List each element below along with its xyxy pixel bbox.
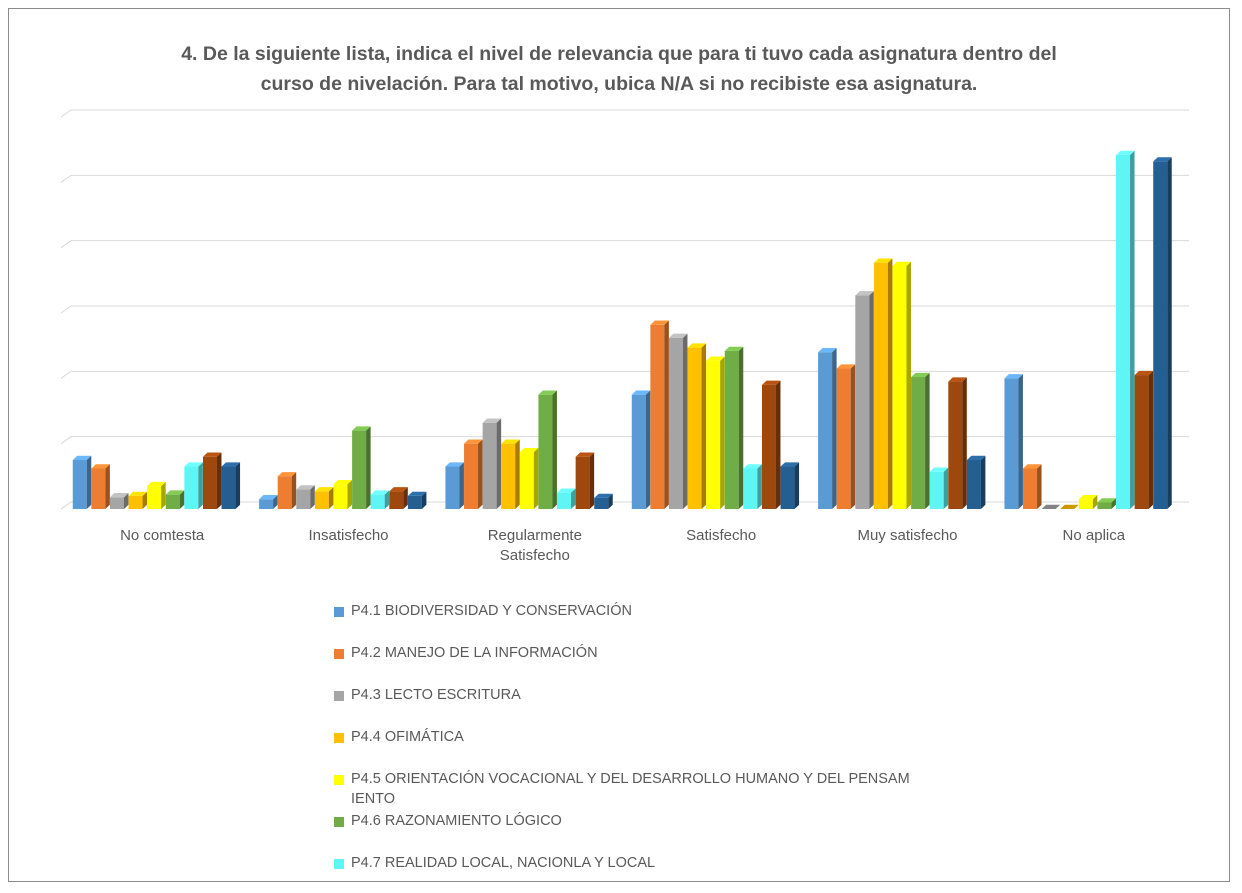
bar-2-4	[519, 447, 539, 509]
chart-title-line-1: 4. De la siguiente lista, indica el nive…	[181, 43, 1057, 65]
chart-frame: 4. De la siguiente lista, indica el nive…	[8, 8, 1230, 882]
bar-5-7	[1134, 370, 1154, 509]
bar-3-0	[631, 390, 651, 509]
gridline	[60, 501, 1189, 510]
bar-1-1	[277, 472, 297, 509]
bar-3-7	[761, 380, 781, 509]
bar-5-3	[1060, 504, 1079, 509]
legend-swatch	[334, 859, 344, 869]
bar-4-3	[873, 258, 893, 509]
bar-4-2	[855, 291, 874, 509]
bar-4-0	[818, 348, 837, 509]
bar-3-1	[650, 320, 669, 509]
x-tick-label-2: Regularmente Satisfecho	[488, 527, 582, 564]
bar-0-6	[184, 462, 203, 509]
gridline	[60, 174, 1189, 183]
gridline	[60, 240, 1189, 249]
gridline	[60, 436, 1189, 445]
bar-0-4	[147, 481, 166, 509]
bars	[72, 150, 1172, 510]
legend-swatch	[334, 817, 344, 827]
bar-2-8	[594, 493, 613, 509]
legend-swatch	[334, 691, 344, 701]
bar-1-5	[352, 426, 371, 509]
bar-0-5	[165, 490, 185, 509]
bar-5-5	[1097, 498, 1116, 509]
bar-2-6	[557, 488, 576, 509]
bar-1-2	[296, 485, 315, 509]
gridline	[60, 370, 1189, 379]
legend-item: P4.4 OFIMÁTICA	[334, 725, 954, 767]
bar-0-0	[72, 455, 92, 509]
bar-0-7	[202, 452, 222, 509]
legend-item: P4.5 ORIENTACIÓN VOCACIONAL Y DEL DESARR…	[334, 767, 954, 809]
legend-label: P4.1 BIODIVERSIDAD Y CONSERVACIÓN	[351, 603, 632, 619]
legend-swatch	[334, 733, 344, 743]
x-tick-label-1: Insatisfecho	[308, 527, 388, 544]
legend-item: P4.6 RAZONAMIENTO LÓGICO	[334, 809, 954, 851]
legend-label: P4.7 REALIDAD LOCAL, NACIONLA Y LOCAL	[351, 855, 656, 871]
bar-4-6	[929, 467, 949, 509]
x-tick-label-3: Satisfecho	[686, 527, 756, 544]
legend-label: P4.3 LECTO ESCRITURA	[351, 687, 521, 703]
bar-3-4	[706, 356, 725, 509]
bar-3-5	[724, 346, 744, 509]
legend-item: P4.7 REALIDAD LOCAL, NACIONLA Y LOCAL	[334, 851, 954, 893]
bar-1-4	[333, 479, 352, 509]
bar-2-7	[575, 452, 595, 509]
bar-4-1	[836, 364, 856, 509]
bar-5-1	[1023, 464, 1042, 509]
bar-5-4	[1078, 495, 1098, 509]
bar-2-5	[538, 390, 557, 509]
bar-0-8	[221, 462, 241, 509]
bar-2-0	[445, 462, 464, 509]
bar-chart-plot: No comtesta Insatisfecho Regularmente Satis…	[60, 109, 1189, 564]
bar-1-3	[314, 487, 334, 509]
bar-0-2	[109, 493, 129, 509]
bar-0-3	[128, 491, 148, 509]
bar-1-0	[259, 495, 278, 509]
chart-title: 4. De la siguiente lista, indica el nive…	[69, 39, 1169, 99]
gridlines	[60, 109, 1189, 510]
bar-1-6	[370, 490, 390, 509]
legend-item: P4.2 MANEJO DE LA INFORMACIÓN	[334, 641, 954, 683]
bar-2-1	[464, 439, 483, 509]
bar-5-8	[1153, 157, 1172, 509]
bar-2-2	[482, 418, 502, 509]
bar-2-3	[501, 439, 520, 509]
legend-label: P4.6 RAZONAMIENTO LÓGICO	[351, 813, 562, 829]
bar-5-0	[1004, 374, 1023, 509]
bar-4-7	[948, 377, 967, 509]
bar-5-2	[1041, 504, 1061, 509]
x-tick-label-5: No aplica	[1063, 527, 1126, 544]
bar-4-8	[966, 455, 986, 509]
legend-label: P4.5 ORIENTACIÓN VOCACIONAL Y DEL DESARR…	[351, 771, 910, 807]
legend-label: P4.2 MANEJO DE LA INFORMACIÓN	[351, 645, 598, 661]
legend-label: P4.4 OFIMÁTICA	[351, 729, 464, 745]
bar-4-4	[892, 261, 911, 509]
bar-0-1	[91, 464, 110, 509]
legend-swatch	[334, 649, 344, 659]
x-tick-label-4: Muy satisfecho	[857, 527, 957, 544]
legend-swatch	[334, 775, 344, 785]
x-tick-label-0: No comtesta	[120, 527, 205, 544]
gridline	[60, 109, 1189, 118]
gridline	[60, 305, 1189, 314]
bar-3-6	[743, 464, 762, 509]
x-axis-labels: No comtesta Insatisfecho Regularmente Satis…	[120, 527, 1126, 564]
bar-3-8	[780, 462, 800, 509]
bar-5-6	[1116, 150, 1135, 510]
bar-3-2	[668, 333, 688, 509]
bar-1-8	[407, 491, 427, 509]
legend: P4.1 BIODIVERSIDAD Y CONSERVACIÓN P4.2 MA…	[334, 599, 954, 893]
legend-item: P4.1 BIODIVERSIDAD Y CONSERVACIÓN	[334, 599, 954, 641]
chart-title-line-2: curso de nivelación. Para tal motivo, ub…	[260, 73, 978, 95]
bar-4-5	[911, 372, 930, 509]
bar-1-7	[389, 487, 408, 509]
bar-3-3	[687, 343, 707, 509]
legend-item: P4.3 LECTO ESCRITURA	[334, 683, 954, 725]
legend-swatch	[334, 607, 344, 617]
